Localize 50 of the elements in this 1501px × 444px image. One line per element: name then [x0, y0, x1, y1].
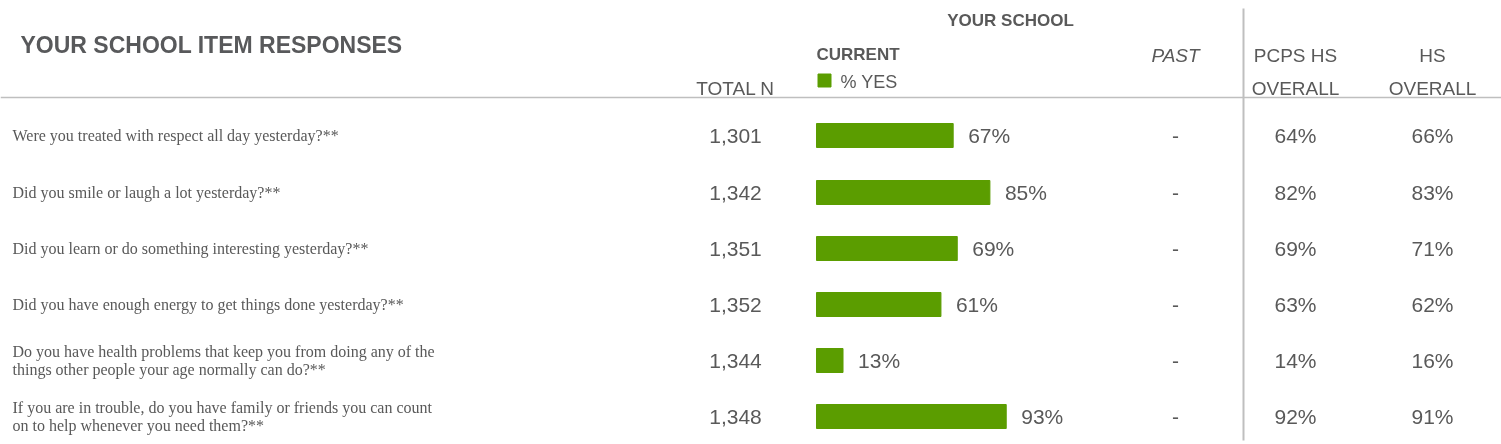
text: - [1172, 180, 1179, 204]
data-label: 67% [968, 124, 1011, 147]
y-tick-label: If you are in trouble, do you have family or friends you can count on to help whenever you need them?** [12, 399, 433, 435]
text: 71% [1411, 237, 1454, 260]
text: 92% [1274, 405, 1317, 428]
bar [816, 292, 942, 317]
text: 1,344 [709, 348, 763, 372]
bar [816, 236, 958, 261]
text: 66% [1411, 124, 1454, 147]
legend-label: % YES [840, 71, 898, 92]
bar [816, 404, 1007, 429]
y-tick-label: Did you learn or do something interesting yesterday?** [12, 240, 369, 258]
legend-title: CURRENT [816, 45, 901, 64]
data-label: 69% [972, 237, 1015, 260]
data-label: 85% [1004, 181, 1047, 204]
text: - [1172, 292, 1179, 316]
text: - [1172, 404, 1179, 428]
y-tick-label: Did you have enough energy to get things done yesterday?** [12, 296, 404, 314]
text: 16% [1411, 349, 1454, 372]
text: PCPS HS OVERALL [1251, 45, 1340, 99]
text: 91% [1411, 405, 1454, 428]
text: 64% [1274, 124, 1317, 147]
text: 1,352 [709, 292, 762, 316]
text: 1,301 [709, 123, 762, 147]
text: - [1172, 123, 1179, 147]
text: 62% [1411, 293, 1454, 316]
y-tick-label: Did you smile or laugh a lot yesterday?** [12, 184, 281, 202]
y-tick-label: Do you have health problems that keep you from doing any of the things other people your age normally can do?** [12, 343, 435, 379]
bar [816, 123, 954, 148]
text: PAST [1151, 45, 1201, 66]
text: 69% [1274, 237, 1317, 260]
text: 1,348 [709, 404, 762, 428]
text: - [1172, 236, 1179, 260]
text: 82% [1274, 181, 1317, 204]
chart-subtitle: YOUR SCHOOL [947, 11, 1074, 30]
text: 14% [1274, 349, 1317, 372]
data-label: 13% [858, 349, 901, 372]
y-tick-label: Were you treated with respect all day yesterday?** [12, 127, 339, 145]
text: 1,351 [709, 236, 762, 260]
bar [816, 180, 991, 205]
text: 83% [1411, 181, 1454, 204]
text: 1,342 [709, 180, 762, 204]
text: 63% [1274, 293, 1317, 316]
text: - [1172, 348, 1179, 372]
data-label: 93% [1021, 405, 1064, 428]
text: HS OVERALL [1388, 45, 1477, 99]
bar [816, 348, 844, 373]
text: TOTAL N [696, 78, 775, 99]
data-label: 61% [955, 293, 998, 316]
text: YOUR SCHOOL ITEM RESPONSES [20, 31, 403, 58]
